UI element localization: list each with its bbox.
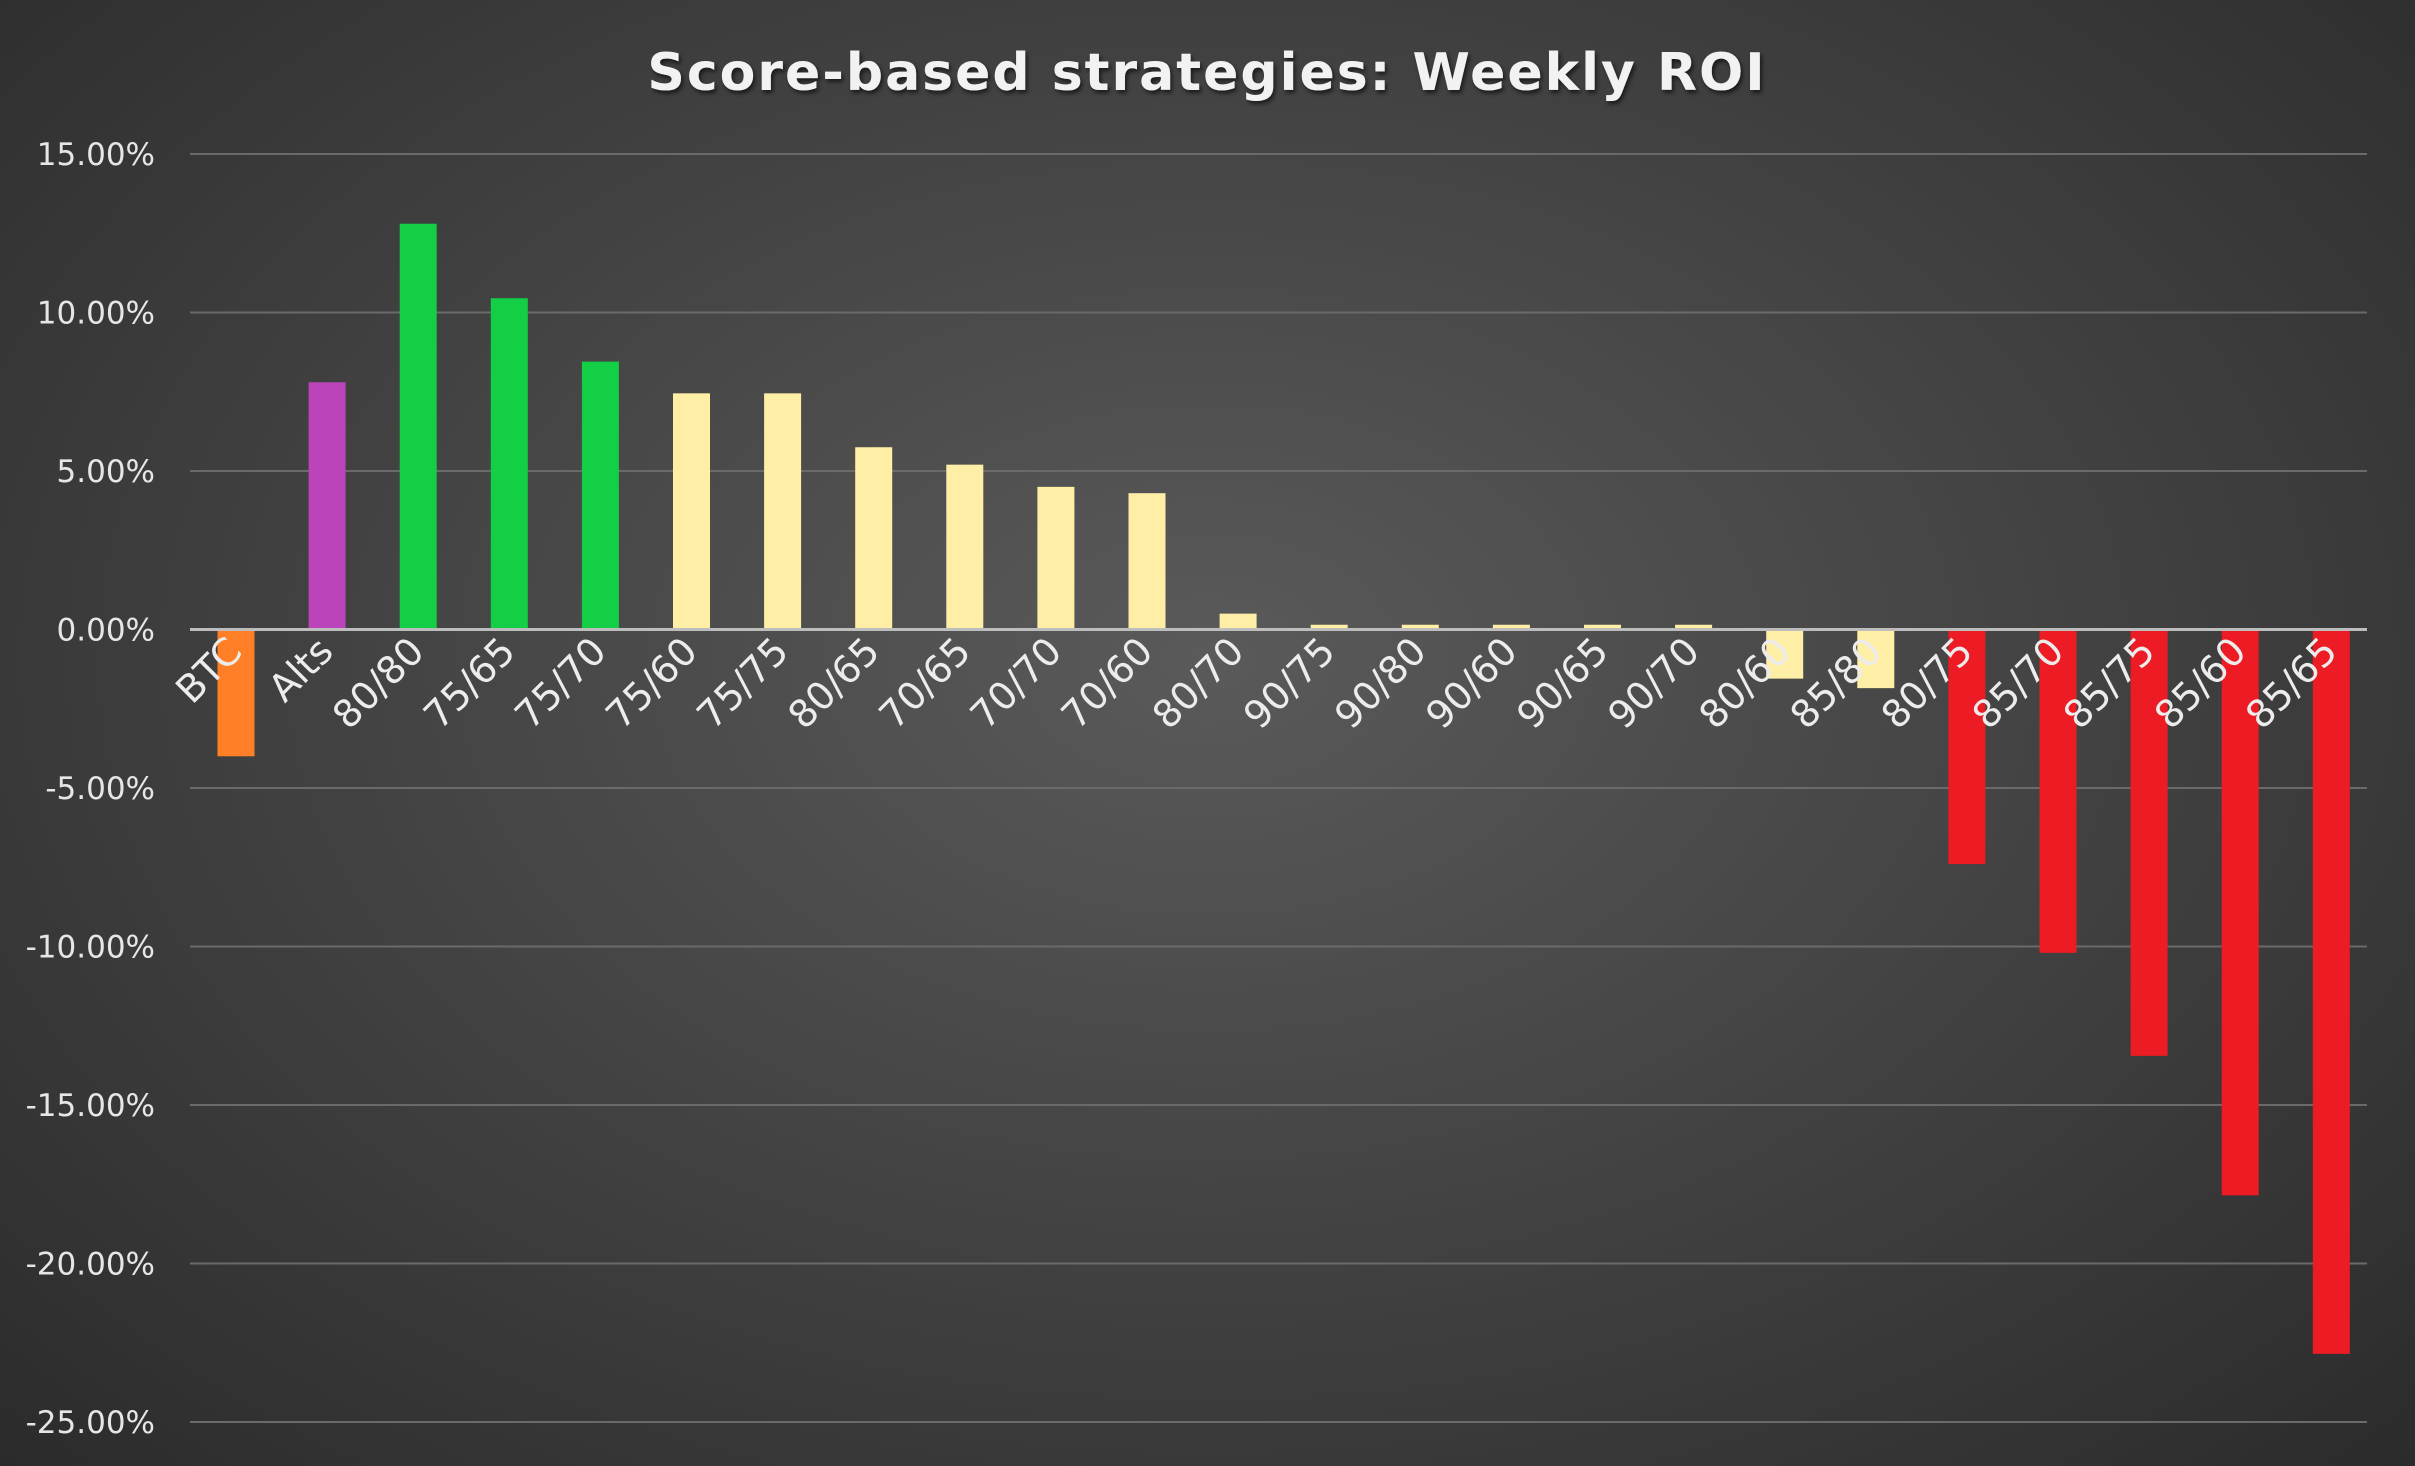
y-tick-label: -25.00% — [26, 1405, 155, 1441]
bar-BTC — [217, 629, 255, 757]
y-tick-label: -15.00% — [26, 1088, 155, 1124]
bar-90-75 — [1310, 624, 1348, 630]
bar-90-70 — [1675, 624, 1713, 630]
x-axis-category-labels: BTC Alts80/8075/6575/7075/6075/7580/6570/… — [167, 629, 2345, 738]
bar-80-60 — [1766, 629, 1804, 679]
x-tick-label: Alts — [260, 629, 341, 710]
y-tick-label: -10.00% — [26, 930, 155, 966]
bar-85-75 — [2130, 629, 2168, 1056]
bar-80-70 — [1219, 613, 1257, 630]
x-tick-label: 75/65 — [415, 629, 524, 738]
x-tick-label: 70/65 — [871, 629, 980, 738]
bar-90-65 — [1584, 624, 1621, 630]
chart-title: Score-based strategies: Weekly ROI — [647, 43, 1766, 103]
x-tick-label: 80/60 — [1691, 629, 1800, 738]
bar-90-80 — [1401, 624, 1439, 630]
bar-75-70 — [581, 361, 619, 630]
bar-85-65 — [2312, 629, 2350, 1354]
x-tick-label: 75/70 — [506, 629, 615, 738]
x-tick-label: 90/80 — [1326, 629, 1435, 738]
y-tick-label: 10.00% — [37, 296, 155, 332]
y-tick-label: 15.00% — [37, 137, 155, 173]
bar-75-65 — [490, 298, 528, 630]
y-tick-label: 0.00% — [57, 613, 155, 649]
bar-80-65 — [855, 447, 893, 630]
bar-Alts — [308, 382, 346, 630]
bars — [217, 223, 2350, 1354]
bar-85-70 — [2039, 629, 2077, 953]
gridlines — [190, 153, 2367, 1423]
bar-85-60 — [2221, 629, 2259, 1196]
x-tick-label: 80/80 — [324, 629, 433, 738]
x-tick-label: 80/70 — [1144, 629, 1253, 738]
bar-80-80 — [399, 223, 437, 630]
bar-70-70 — [1037, 486, 1075, 630]
x-tick-label: 90/60 — [1417, 629, 1526, 738]
x-tick-label: 80/65 — [780, 629, 889, 738]
bar-70-60 — [1128, 493, 1166, 630]
x-tick-label: 70/70 — [962, 629, 1071, 738]
bar-80-75 — [1948, 629, 1986, 865]
x-tick-label: 75/75 — [688, 629, 797, 738]
x-tick-label: 75/60 — [597, 629, 706, 738]
y-axis-tick-labels: 15.00% 10.00% 5.00% 0.00% -5.00% -10.00% -15.0… — [26, 137, 155, 1441]
bar-90-60 — [1492, 624, 1530, 630]
y-tick-label: -20.00% — [26, 1247, 155, 1283]
bar-75-75 — [764, 393, 802, 630]
x-tick-label: 90/65 — [1508, 629, 1617, 738]
x-tick-label: 90/75 — [1235, 629, 1344, 738]
x-tick-label: 90/70 — [1599, 629, 1708, 738]
y-tick-label: 5.00% — [57, 454, 155, 490]
bar-70-65 — [946, 464, 984, 630]
x-tick-label: 70/60 — [1053, 629, 1162, 738]
bar-75-60 — [673, 393, 710, 630]
bar-85-80 — [1857, 629, 1895, 689]
y-tick-label: -5.00% — [45, 771, 155, 807]
